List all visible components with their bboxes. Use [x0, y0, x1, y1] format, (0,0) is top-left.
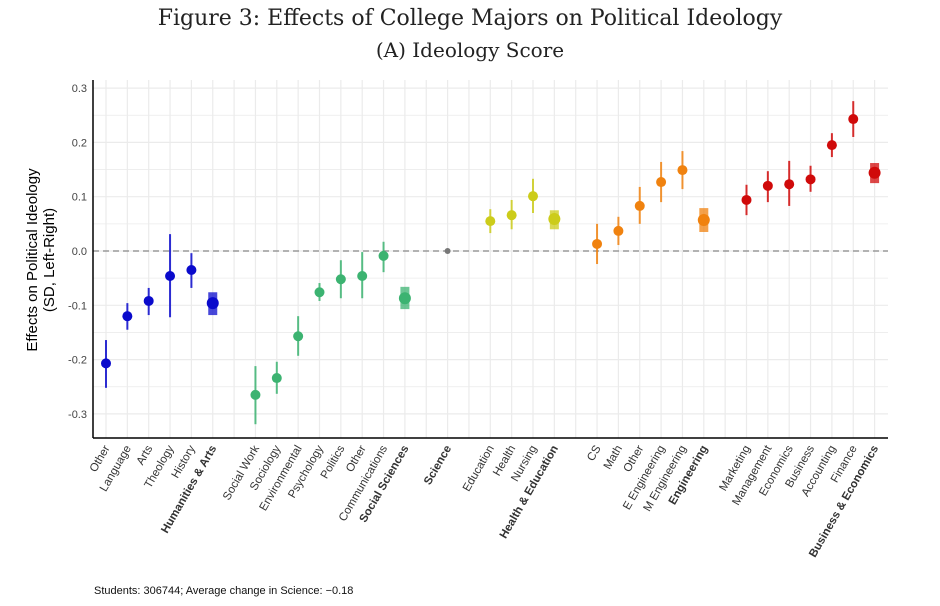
data-point — [656, 177, 667, 188]
data-point — [634, 200, 645, 211]
y-tick-label: -0.2 — [68, 355, 87, 367]
data-point — [762, 180, 773, 191]
data-point — [335, 274, 346, 285]
y-tick-label: 0.2 — [72, 137, 87, 149]
data-point — [848, 114, 859, 125]
chart-title: Figure 3: Effects of College Majors on P… — [157, 6, 783, 31]
y-tick-label: 0.0 — [72, 246, 87, 258]
y-axis-label: Effects on Political Ideology — [24, 168, 41, 352]
data-point — [784, 179, 795, 190]
data-point — [826, 140, 837, 151]
footnote: Students: 306744; Average change in Scie… — [94, 585, 354, 597]
data-point — [122, 311, 133, 322]
data-point — [314, 287, 325, 298]
data-point — [548, 212, 561, 225]
data-point — [697, 214, 710, 227]
data-point — [444, 248, 451, 254]
chart-subtitle: (A) Ideology Score — [375, 38, 565, 62]
data-point — [398, 292, 411, 305]
data-point — [165, 270, 176, 281]
data-point — [250, 389, 261, 400]
data-point — [206, 297, 219, 310]
data-point — [592, 238, 603, 249]
x-tick-label: Arts — [135, 443, 156, 467]
data-point — [485, 216, 496, 227]
data-point — [378, 250, 389, 261]
data-point — [143, 295, 154, 306]
data-point — [613, 225, 624, 236]
data-point — [805, 174, 816, 185]
data-point — [506, 210, 517, 221]
data-point — [741, 194, 752, 205]
data-point — [186, 265, 197, 276]
y-axis-label: (SD, Left-Right) — [41, 208, 58, 312]
y-tick-label: 0.1 — [72, 192, 87, 204]
data-point — [528, 191, 538, 202]
data-point — [101, 358, 111, 369]
x-tick-label: Science — [422, 444, 454, 488]
data-point — [868, 166, 881, 179]
data-point — [677, 165, 688, 176]
y-tick-label: -0.1 — [68, 300, 87, 312]
data-point — [293, 331, 304, 342]
y-tick-label: 0.3 — [72, 83, 87, 95]
data-point — [271, 373, 282, 384]
y-tick-label: -0.3 — [68, 409, 87, 421]
x-tick-label: Education — [461, 444, 497, 494]
data-point — [357, 270, 368, 281]
x-tick-label: CS — [585, 443, 604, 463]
